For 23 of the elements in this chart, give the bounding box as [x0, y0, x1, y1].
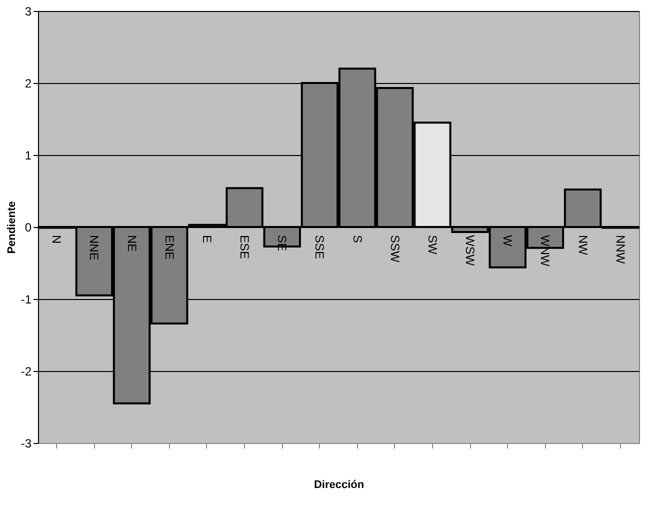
x-tick-label: ESE — [238, 235, 252, 260]
x-tick-label: NE — [124, 235, 139, 252]
x-tick-label: ENE — [162, 235, 176, 260]
x-tick-label: SSE — [312, 235, 327, 260]
x-tick-label: E — [200, 235, 214, 244]
y-tick-label: -3 — [20, 436, 32, 450]
x-tick-label: W — [500, 235, 515, 247]
x-tick-label: SSW — [388, 235, 402, 264]
x-tick-label: NNE — [87, 235, 102, 260]
x-tick-label: WSW — [463, 235, 478, 266]
y-tick-label: 3 — [24, 4, 32, 18]
y-tick-label: -1 — [20, 292, 32, 306]
y-tick-label: 2 — [24, 76, 32, 90]
y-tick-label: 0 — [24, 220, 32, 234]
x-tick-label: NNW — [613, 235, 628, 264]
y-tick-label: -2 — [20, 364, 32, 378]
x-axis-title: Dirección — [314, 479, 364, 491]
x-tick-label: N — [50, 235, 64, 244]
x-tick-label: SW — [425, 235, 440, 256]
x-tick-label: S — [350, 235, 364, 244]
y-tick-label: 1 — [24, 148, 32, 162]
x-tick-label: NW — [576, 235, 590, 256]
y-axis-title: Pendiente — [6, 201, 18, 254]
